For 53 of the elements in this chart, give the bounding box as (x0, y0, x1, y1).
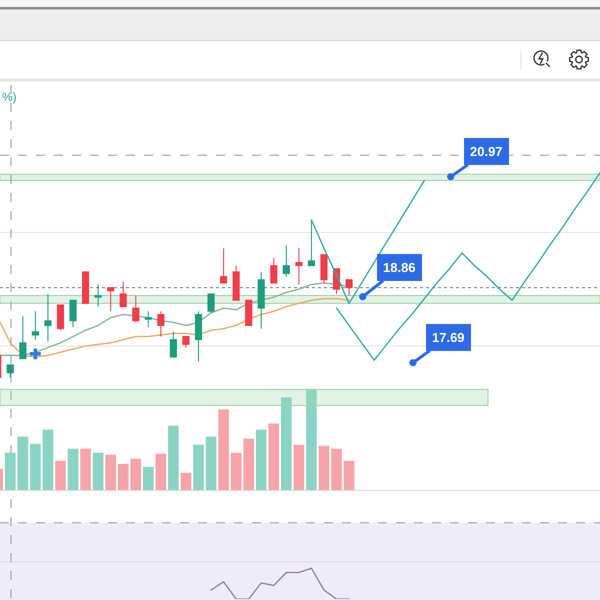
bar (92, 452, 104, 490)
bar (18, 436, 28, 490)
bar (280, 397, 292, 490)
candlestick (232, 265, 240, 301)
candlestick (308, 219, 315, 266)
bar (180, 472, 192, 490)
bar (142, 466, 154, 490)
bar (80, 448, 91, 490)
candlestick (282, 244, 290, 278)
candlestick (220, 248, 228, 284)
candlestick (345, 279, 353, 296)
candlestick (132, 295, 140, 323)
bar (105, 454, 116, 490)
bar (306, 389, 317, 490)
candlestick (19, 316, 26, 360)
annotation: 17.69 (432, 330, 465, 345)
candlestick (44, 293, 52, 342)
candlestick (94, 284, 102, 308)
candlestick (32, 310, 39, 340)
candlestick (170, 331, 177, 358)
candlestick (258, 271, 265, 330)
candlestick (107, 287, 114, 312)
bar (294, 444, 304, 490)
candlestick (207, 293, 215, 314)
candlestick (270, 257, 278, 284)
candlestick (69, 300, 77, 328)
text: 20.97 (470, 144, 503, 159)
bar (118, 464, 129, 490)
candlestick (144, 310, 152, 328)
candlestick (245, 300, 252, 326)
candlestick (82, 271, 90, 304)
bar (243, 438, 254, 490)
candlestick (120, 280, 127, 308)
bar (218, 409, 229, 490)
candlestick (295, 248, 302, 286)
text: %) (2, 90, 17, 104)
candlestick (182, 336, 190, 348)
candlestick (320, 254, 328, 284)
bar (30, 444, 41, 490)
candlestick (56, 304, 64, 331)
bar (42, 430, 54, 490)
bar (130, 458, 142, 490)
bar (168, 426, 179, 490)
bar (230, 452, 242, 490)
candlestick (194, 310, 202, 362)
annotation: 18.86 (383, 260, 416, 275)
candlestick (157, 310, 164, 338)
candlestick (6, 364, 14, 378)
bar (256, 430, 267, 490)
bar (156, 454, 166, 490)
bar (68, 448, 78, 490)
bar (55, 460, 66, 490)
bar (268, 424, 280, 490)
